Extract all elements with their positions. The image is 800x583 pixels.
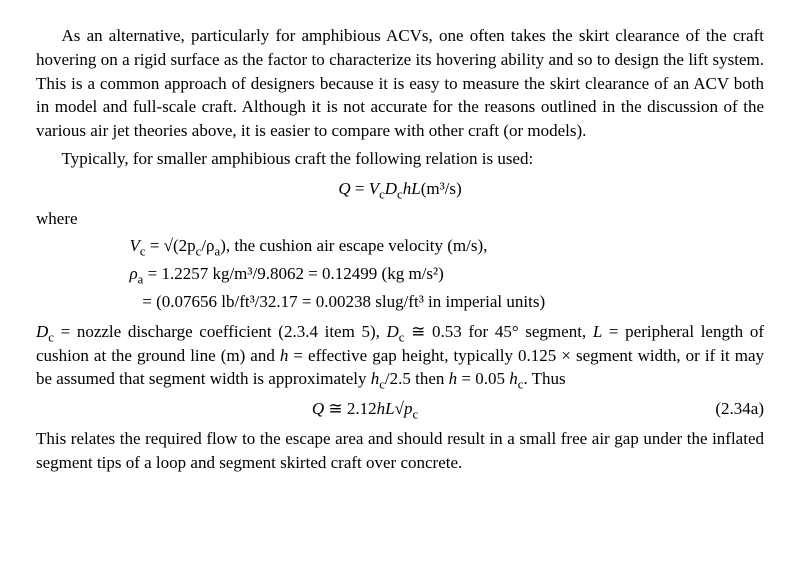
equation-1: Q = VcDchL(m³/s) <box>36 177 764 201</box>
where-label: where <box>36 207 764 231</box>
where-Vc: Vc = √(2pc/ρa), the cushion air escape v… <box>130 234 765 258</box>
equation-2-number: (2.34a) <box>694 397 764 421</box>
eq1-lhs: Q <box>338 179 350 198</box>
where-rho-a-imperial: = (0.07656 lb/ft³/32.17 = 0.00238 slug/f… <box>130 290 765 314</box>
eq1-Dc: Dc <box>385 179 403 198</box>
eq1-Vc: Vc <box>369 179 385 198</box>
equation-2: Q ≅ 2.12hL√pc <box>36 397 694 421</box>
eq1-units: (m³/s) <box>421 179 462 198</box>
where-definitions: Vc = √(2pc/ρa), the cushion air escape v… <box>130 234 765 313</box>
eq1-hL: hL <box>403 179 421 198</box>
paragraph-4: This relates the required flow to the es… <box>36 427 764 475</box>
where-rho-a: ρa = 1.2257 kg/m³/9.8062 = 0.12499 (kg m… <box>130 262 765 286</box>
paragraph-1: As an alternative, particularly for amph… <box>36 24 764 143</box>
paragraph-2: Typically, for smaller amphibious craft … <box>36 147 764 171</box>
equation-2-row: Q ≅ 2.12hL√pc (2.34a) <box>36 397 764 421</box>
paragraph-3: Dc = nozzle discharge coefficient (2.3.4… <box>36 320 764 391</box>
